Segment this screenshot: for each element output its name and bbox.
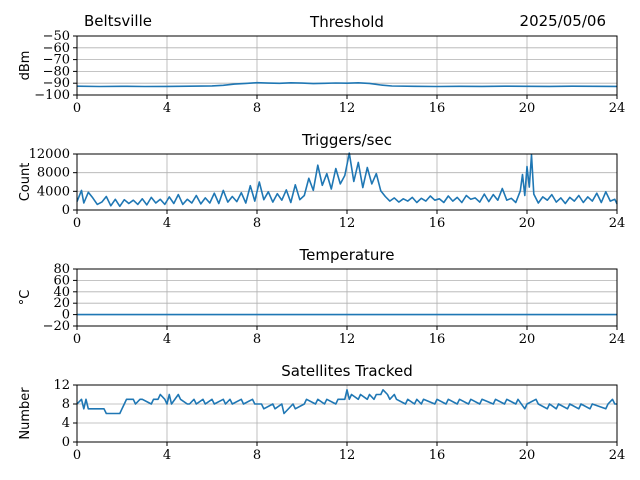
threshold-y-tick-label: −60	[43, 41, 70, 56]
threshold-x-tick-label: 12	[339, 101, 356, 116]
triggers-plot: 0 4 8 12 16 20 24 0 4000 8000 12000 Triggers/sec Cou…	[18, 131, 625, 231]
station-name: Beltsville	[84, 12, 152, 30]
threshold-series-line	[76, 81, 618, 88]
satellites-x-tick-label: 20	[519, 448, 536, 463]
satellites-x-tick-label: 16	[429, 448, 446, 463]
temperature-x-tick-label: 24	[609, 332, 626, 347]
temperature-y-tick-label: 40	[53, 285, 70, 300]
satellites-series-line	[76, 388, 617, 415]
threshold-x-tick-label: 20	[519, 101, 536, 116]
report-date: 2025/05/06	[519, 12, 606, 30]
satellites-x-tick-label: 0	[73, 448, 81, 463]
triggers-x-tick-label: 0	[73, 216, 81, 231]
satellites-y-tick-label: 0	[62, 435, 70, 450]
satellites-x-tick-label: 12	[339, 448, 356, 463]
threshold-y-axis-label: dBm	[18, 51, 33, 81]
triggers-x-tick-label: 12	[339, 216, 356, 231]
temperature-y-tick-label: 80	[53, 262, 70, 277]
threshold-y-tick-label: −100	[34, 88, 70, 103]
threshold-y-tick-label: −80	[43, 64, 70, 79]
satellites-x-tick-label: 24	[609, 448, 626, 463]
triggers-x-tick-label: 8	[253, 216, 261, 231]
threshold-x-tick-label: 24	[609, 101, 626, 116]
triggers-x-tick-label: 4	[163, 216, 171, 231]
temperature-x-tick-label: 4	[163, 332, 171, 347]
temperature-x-tick-label: 12	[339, 332, 356, 347]
triggers-x-tick-label: 16	[429, 216, 446, 231]
threshold-y-tick-label: −50	[43, 29, 70, 44]
triggers-x-tick-label: 24	[609, 216, 626, 231]
satellites-x-tick-label: 4	[163, 448, 171, 463]
threshold-y-tick-label: −70	[43, 53, 70, 68]
temperature-x-tick-label: 0	[73, 332, 81, 347]
threshold-x-tick-label: 0	[73, 101, 81, 116]
triggers-y-tick-label: 4000	[37, 184, 70, 199]
satellites-x-tick-label: 8	[253, 448, 261, 463]
temperature-y-tick-label: −20	[43, 319, 70, 334]
temperature-x-tick-label: 8	[253, 332, 261, 347]
triggers-series-line	[76, 152, 618, 208]
threshold-plot: 0 4 8 12 16 20 24 −100−90−80−70−60−50 Threshold d…	[18, 13, 625, 116]
threshold-x-tick-label: 16	[429, 101, 446, 116]
satellites-y-tick-label: 4	[62, 416, 70, 431]
temperature-y-tick-label: 0	[62, 308, 70, 323]
triggers-y-axis-label: Count	[18, 163, 33, 202]
satellites-y-tick-label: 12	[53, 378, 70, 393]
temperature-x-tick-label: 16	[429, 332, 446, 347]
temperature-y-tick-label: 20	[53, 296, 70, 311]
triggers-y-tick-label: 12000	[29, 147, 70, 162]
temperature-y-tick-label: 60	[53, 273, 70, 288]
temperature-y-axis-label: °C	[18, 290, 33, 306]
triggers-y-tick-label: 8000	[37, 166, 70, 181]
triggers-x-tick-label: 20	[519, 216, 536, 231]
satellites-title: Satellites Tracked	[281, 362, 412, 380]
threshold-x-tick-label: 4	[163, 101, 171, 116]
satellites-y-axis-label: Number	[18, 387, 33, 440]
triggers-y-tick-label: 0	[62, 203, 70, 218]
threshold-title: Threshold	[309, 13, 384, 31]
temperature-title: Temperature	[298, 246, 394, 264]
satellites-y-tick-label: 8	[62, 397, 70, 412]
triggers-title: Triggers/sec	[301, 131, 392, 149]
threshold-y-tick-label: −90	[43, 76, 70, 91]
temperature-x-tick-label: 20	[519, 332, 536, 347]
satellites-plot: 0 4 8 12 16 20 24 0 4 8 12 Satellites Tracked Number	[18, 362, 625, 463]
threshold-x-tick-label: 8	[253, 101, 261, 116]
